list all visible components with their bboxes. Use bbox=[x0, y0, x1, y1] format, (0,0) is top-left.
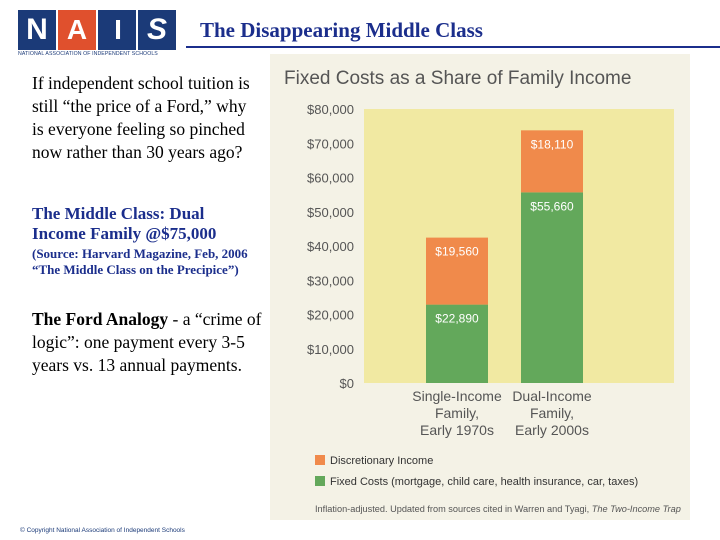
logo-letter-i: I bbox=[98, 10, 136, 50]
discretionary-bar bbox=[426, 237, 488, 305]
fixed-costs-bar bbox=[521, 192, 583, 383]
ford-analogy-text: - a “crime of logic”: one payment every … bbox=[32, 308, 262, 375]
legend-label: Fixed Costs (mortgage, child care, healt… bbox=[330, 476, 638, 488]
bar-value-label: $55,660 bbox=[530, 199, 574, 213]
middle-class-heading: The Middle Class: Dual Income Family @$7… bbox=[32, 204, 217, 244]
discretionary-bar bbox=[521, 130, 583, 193]
bar-value-label: $18,110 bbox=[531, 137, 574, 151]
slide-title: The Disappearing Middle Class bbox=[200, 18, 483, 42]
fixed-costs-chart: Fixed Costs as a Share of Family Income $… bbox=[284, 68, 681, 514]
category-label: Early 1970s bbox=[420, 422, 494, 438]
legend-swatch bbox=[315, 455, 325, 465]
ford-analogy-label: The Ford Analogy bbox=[32, 308, 169, 329]
left-text-column: If independent school tuition is still “… bbox=[32, 72, 262, 377]
y-tick-label: $50,000 bbox=[307, 205, 354, 220]
y-tick-label: $70,000 bbox=[307, 136, 354, 151]
y-tick-label: $60,000 bbox=[307, 171, 354, 186]
logo-letter-s: S bbox=[138, 10, 176, 50]
chart-footnote: Inflation-adjusted. Updated from sources… bbox=[315, 504, 681, 514]
logo-letter-a: A bbox=[58, 10, 96, 50]
category-label: Family, bbox=[435, 405, 479, 421]
copyright-notice: © Copyright National Association of Inde… bbox=[20, 527, 185, 534]
y-tick-label: $10,000 bbox=[307, 342, 354, 357]
fixed-costs-bar bbox=[426, 304, 488, 383]
nais-logo: N A I S NATIONAL ASSOCIATION OF INDEPEND… bbox=[18, 10, 178, 58]
bar-value-label: $22,890 bbox=[435, 312, 479, 326]
y-tick-label: $40,000 bbox=[307, 239, 354, 254]
y-tick-label: $80,000 bbox=[307, 102, 354, 117]
legend-swatch bbox=[315, 476, 325, 486]
source-note: (Source: Harvard Magazine, Feb, 2006 “Th… bbox=[32, 246, 248, 278]
category-label: Early 2000s bbox=[515, 422, 589, 438]
y-tick-label: $20,000 bbox=[307, 308, 354, 323]
legend-label: Discretionary Income bbox=[330, 455, 433, 467]
logo-caption: NATIONAL ASSOCIATION OF INDEPENDENT SCHO… bbox=[18, 51, 158, 57]
plot-area bbox=[364, 109, 674, 383]
category-label: Single-Income bbox=[412, 388, 502, 404]
y-tick-label: $0 bbox=[340, 376, 354, 391]
ford-analogy-paragraph: The Ford Analogy - a “crime of logic”: o… bbox=[32, 308, 262, 377]
chart-panel: Fixed Costs as a Share of Family Income $… bbox=[270, 54, 690, 520]
category-label: Family, bbox=[530, 405, 574, 421]
y-tick-label: $30,000 bbox=[307, 273, 354, 288]
category-label: Dual-Income bbox=[512, 388, 592, 404]
bar-value-label: $19,560 bbox=[435, 245, 479, 259]
title-divider bbox=[186, 46, 720, 48]
logo-letter-n: N bbox=[18, 10, 56, 50]
intro-paragraph: If independent school tuition is still “… bbox=[32, 73, 250, 163]
chart-title: Fixed Costs as a Share of Family Income bbox=[284, 68, 631, 89]
